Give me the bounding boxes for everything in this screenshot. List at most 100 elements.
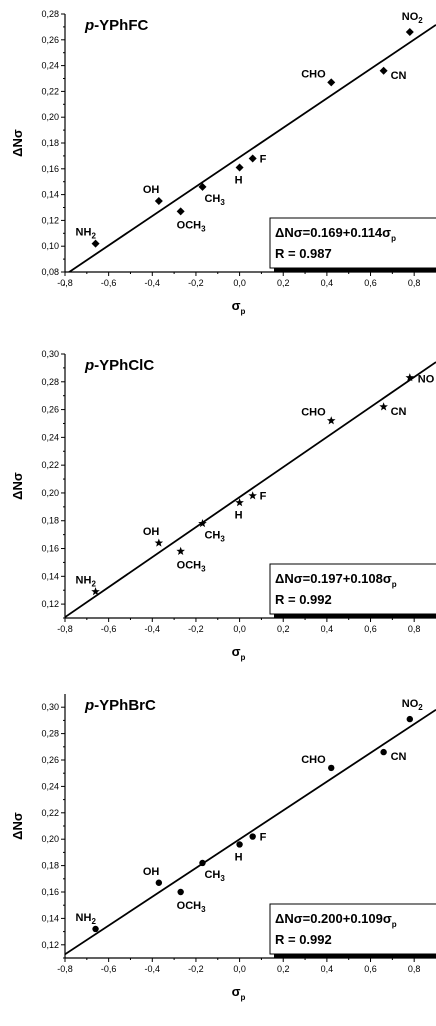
x-tick-label: 0,8	[408, 278, 421, 288]
x-tick-label: 0,2	[277, 278, 290, 288]
data-point-nh2	[91, 239, 100, 248]
point-label-oh: OH	[143, 184, 160, 196]
chart-title: p-YPhClC	[84, 357, 154, 374]
x-tick-label: 0,0	[233, 964, 246, 974]
y-axis-label: ΔNσ	[10, 472, 25, 500]
data-point-och3	[176, 546, 185, 555]
chart-title: p-YPhFC	[84, 17, 149, 34]
y-axis-label: ΔNσ	[10, 129, 25, 157]
regression-equation: ΔNσ=0.169+0.114σp	[275, 225, 396, 243]
chart-p-yphclc: -0,8 -0,6 -0,4 -0,2 0,0 0,2 0,4 0,6 0,8 0,12 0,14 0…	[10, 349, 436, 662]
x-tick-label: 0,0	[233, 278, 246, 288]
point-label-oh: OH	[143, 526, 160, 538]
point-label-f: F	[260, 832, 267, 844]
x-axis-label: σp	[232, 298, 246, 316]
y-tick-label: 0,30	[41, 702, 59, 712]
correlation-coefficient: R = 0.987	[275, 246, 332, 261]
data-point-cho	[326, 416, 336, 425]
equation-box	[269, 217, 436, 269]
x-tick-label: -0,4	[145, 278, 161, 288]
point-label-ch3: CH3	[204, 869, 225, 883]
y-tick-label: 0,14	[41, 190, 59, 200]
x-tick-label: 0,8	[408, 964, 421, 974]
regression-equation: ΔNσ=0.197+0.108σp	[275, 571, 397, 589]
point-label-ch3: CH3	[204, 530, 225, 544]
data-point-h	[235, 498, 244, 507]
data-point-ch3	[198, 182, 207, 191]
point-label-f: F	[260, 153, 267, 165]
x-tick-label: -0,8	[57, 964, 73, 974]
point-label-nh2: NH2	[76, 227, 97, 241]
point-label-f: F	[260, 491, 267, 503]
y-tick-label: 0,24	[41, 61, 59, 71]
y-tick-label: 0,10	[41, 241, 59, 251]
x-tick-label: 0,2	[277, 964, 290, 974]
x-tick-label: -0,6	[101, 278, 117, 288]
data-point-h	[236, 841, 243, 848]
data-point-no	[405, 373, 415, 382]
data-point-och3	[177, 888, 184, 896]
point-label-cn: CN	[391, 406, 407, 418]
point-label-h: H	[235, 510, 243, 522]
data-point-oh	[154, 197, 163, 206]
x-tick-label: -0,2	[188, 278, 204, 288]
y-axis-label: ΔNσ	[10, 812, 25, 840]
point-label-h: H	[235, 851, 243, 863]
equation-box	[269, 903, 436, 955]
x-tick-label: -0,2	[188, 624, 204, 634]
y-tick-label: 0,28	[41, 9, 59, 19]
y-tick-label: 0,18	[41, 138, 59, 148]
data-point-och3	[176, 207, 185, 216]
y-tick-label: 0,14	[41, 571, 59, 581]
data-point-nh2	[91, 587, 100, 596]
x-tick-label: -0,6	[101, 624, 117, 634]
data-point-cn	[380, 748, 387, 756]
y-tick-label: 0,08	[41, 267, 59, 277]
y-tick-label: 0,26	[41, 35, 59, 45]
regression-line	[65, 708, 436, 956]
data-point-oh	[155, 879, 163, 886]
y-tick-label: 0,24	[41, 781, 59, 791]
y-tick-label: 0,26	[41, 755, 59, 765]
point-label-cho: CHO	[301, 68, 326, 80]
point-label-no: NO	[418, 374, 435, 386]
y-tick-label: 0,16	[41, 544, 59, 554]
point-label-cho: CHO	[301, 754, 326, 766]
y-tick-label: 0,12	[41, 599, 59, 609]
y-tick-label: 0,22	[41, 808, 59, 818]
correlation-coefficient: R = 0.992	[275, 592, 332, 607]
x-tick-label: -0,4	[145, 964, 161, 974]
point-label-nh2: NH2	[76, 912, 97, 926]
point-label-no2: NO2	[402, 11, 424, 25]
data-point-cn	[379, 66, 388, 75]
x-axis-label: σp	[232, 984, 246, 1002]
regression-line	[65, 361, 436, 618]
y-tick-label: 0,18	[41, 861, 59, 871]
y-tick-label: 0,12	[41, 215, 59, 225]
data-point-h	[235, 163, 244, 172]
regression-equation: ΔNσ=0.200+0.109σp	[275, 911, 397, 929]
data-point-oh	[154, 538, 164, 547]
data-point-no2	[405, 28, 414, 37]
x-tick-label: 0,4	[321, 278, 334, 288]
x-tick-label: 0,4	[321, 624, 334, 634]
point-label-h: H	[235, 175, 243, 187]
x-axis-label: σp	[232, 644, 246, 662]
x-tick-label: -0,8	[57, 624, 73, 634]
data-point-no2	[406, 715, 414, 723]
y-tick-label: 0,28	[41, 729, 59, 739]
point-label-no2: NO2	[402, 698, 424, 712]
y-tick-label: 0,30	[41, 349, 59, 359]
y-tick-label: 0,20	[41, 488, 59, 498]
chart-p-yphbrc: -0,8 -0,6 -0,4 -0,2 0,0 0,2 0,4 0,6 0,8 0,12 0,14 0…	[10, 694, 436, 1002]
data-point-ch3	[199, 859, 206, 867]
x-tick-label: 0,8	[408, 624, 421, 634]
x-tick-label: -0,8	[57, 278, 73, 288]
point-label-cho: CHO	[301, 407, 326, 419]
chart-p-yphfc: -0,8 -0,6 -0,4 -0,2 0,0 0,2 0,4 0,6 0,8 0,08 0,10 0…	[10, 9, 436, 316]
correlation-coefficient: R = 0.992	[275, 932, 332, 947]
x-tick-label: 0,2	[277, 624, 290, 634]
x-tick-label: -0,4	[145, 624, 161, 634]
regression-line	[67, 24, 436, 272]
data-point-f	[249, 833, 256, 840]
